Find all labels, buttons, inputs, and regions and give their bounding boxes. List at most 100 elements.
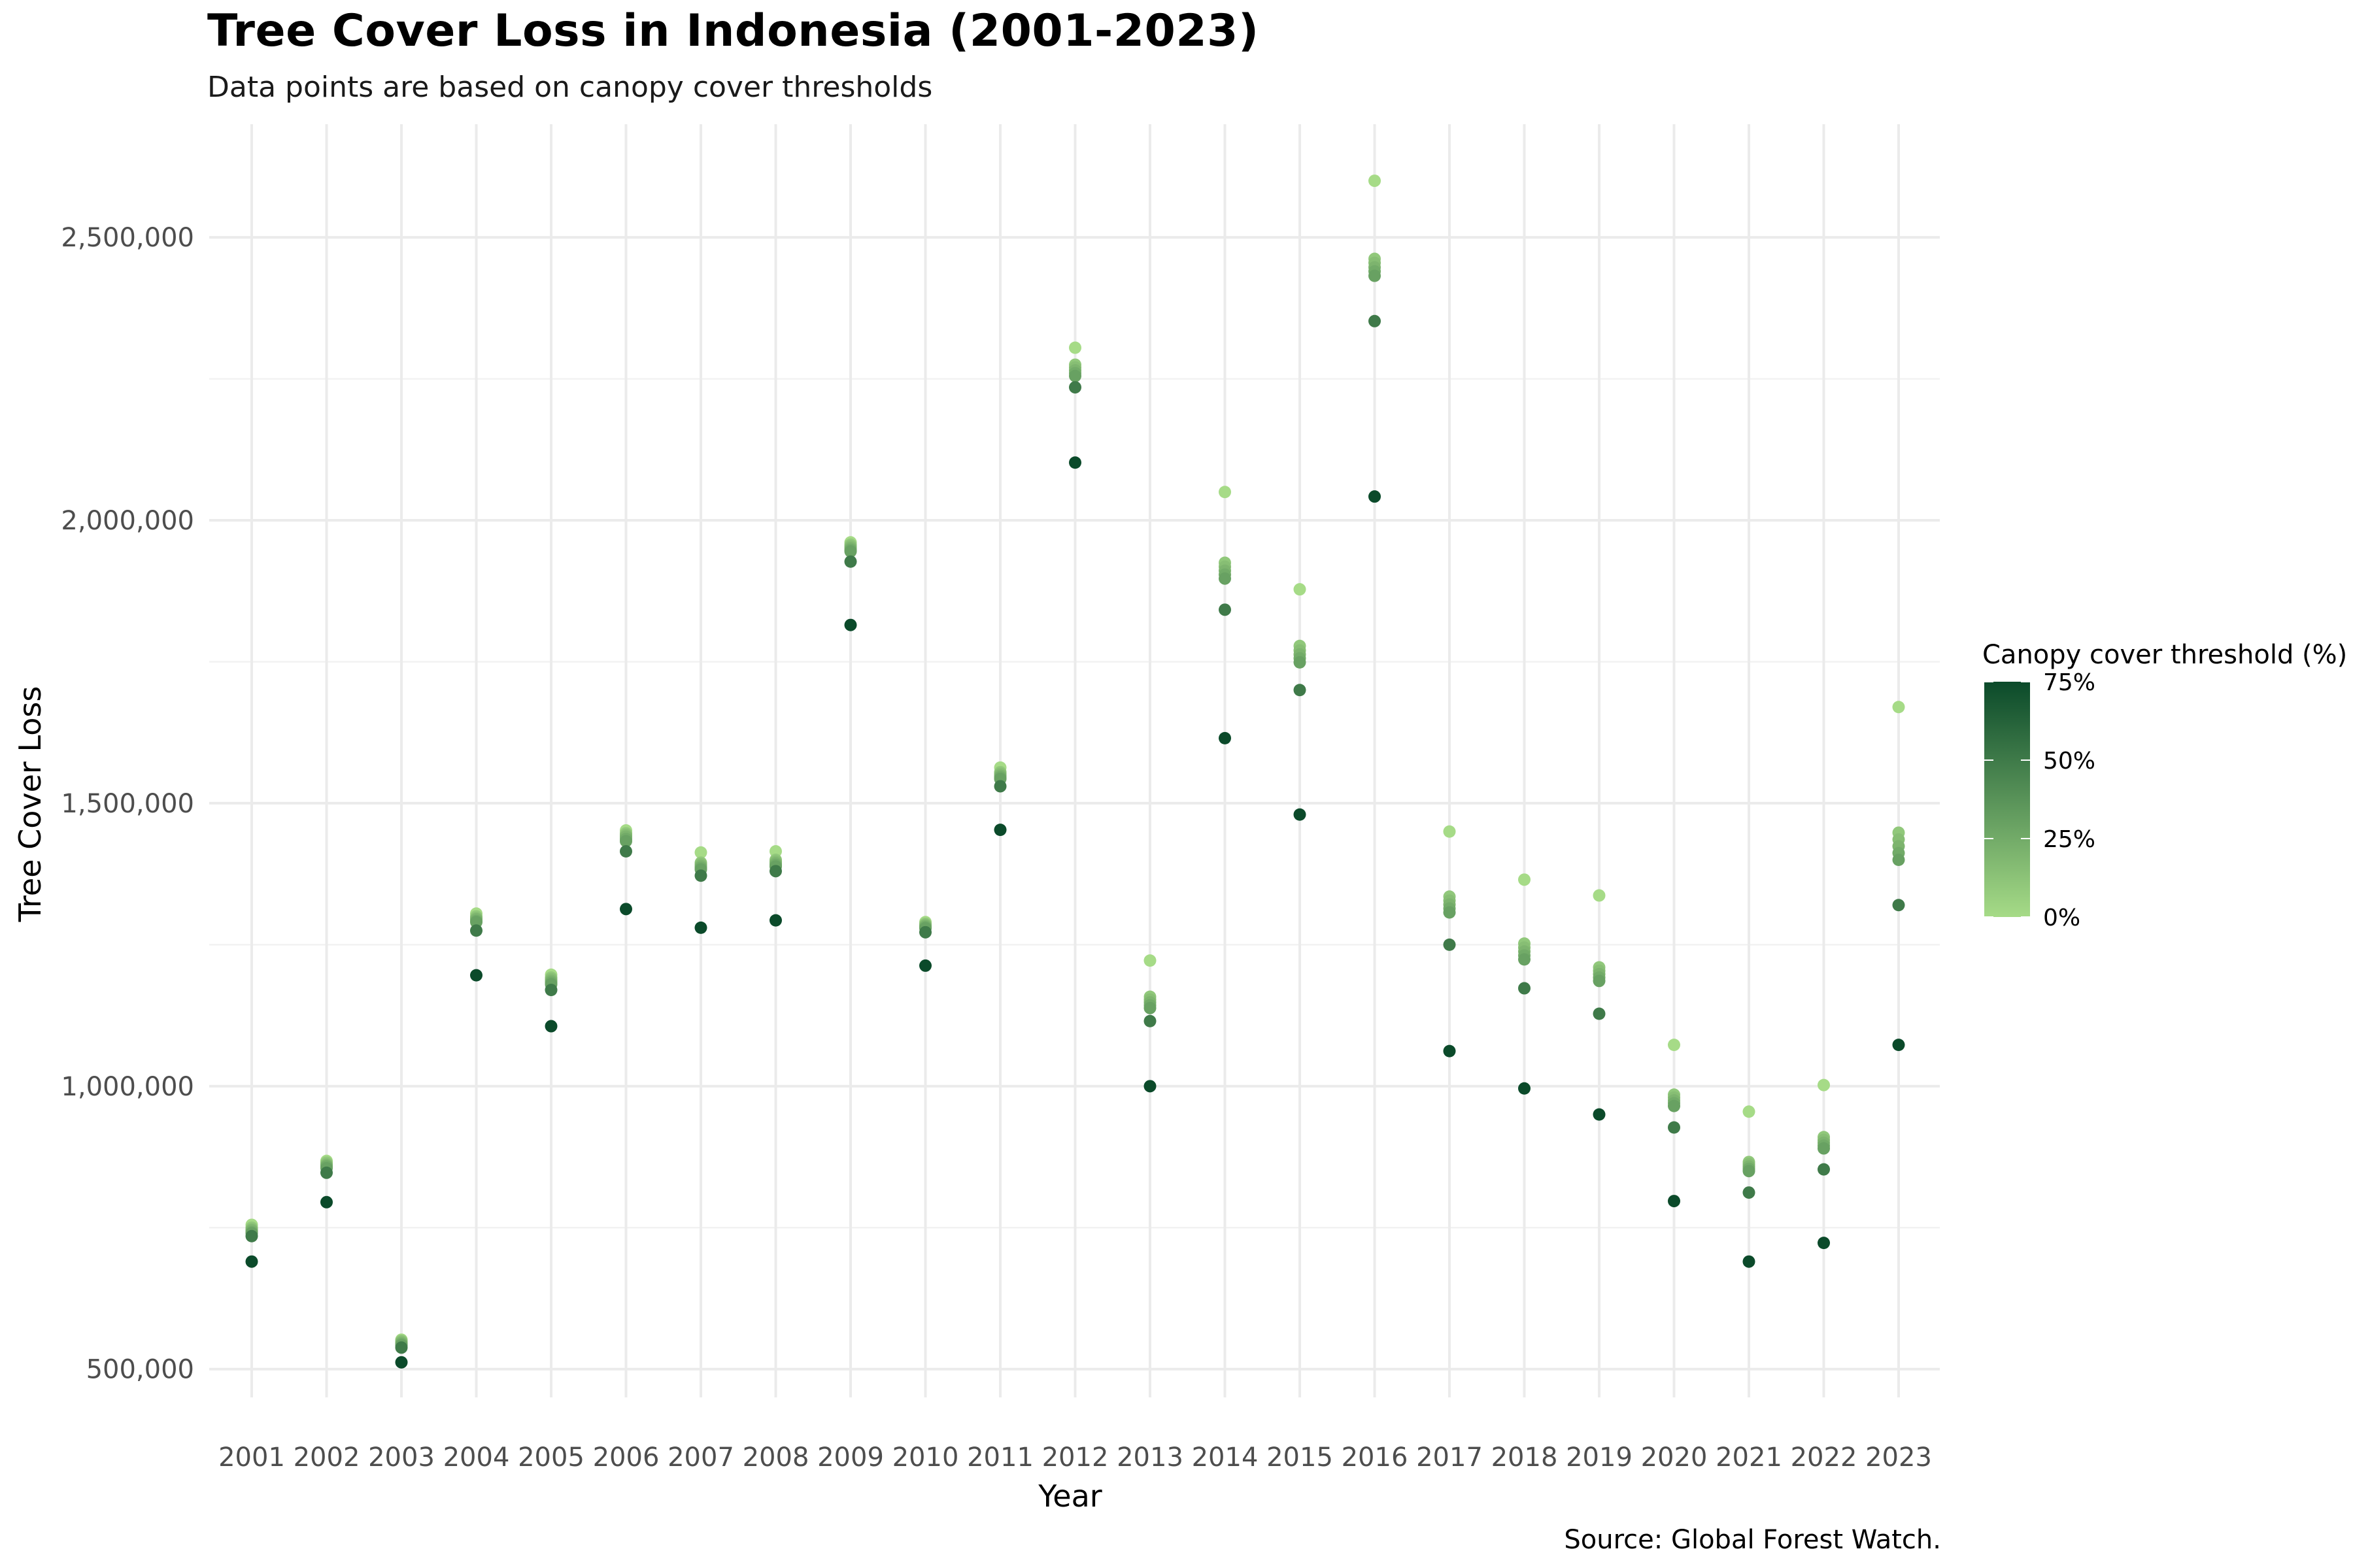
data-point <box>1892 701 1905 714</box>
legend-label: 0% <box>2043 905 2080 931</box>
x-axis-title: Year <box>1038 1478 1102 1514</box>
x-tick-label: 2017 <box>1416 1443 1483 1473</box>
data-point <box>1368 175 1381 188</box>
chart-title: Tree Cover Loss in Indonesia (2001-2023) <box>207 5 1259 57</box>
data-point <box>1668 1121 1680 1134</box>
data-point <box>1892 899 1905 912</box>
data-points <box>245 175 1905 1369</box>
data-point <box>1443 906 1456 919</box>
data-point <box>1293 808 1306 821</box>
data-point <box>1892 1039 1905 1052</box>
axes: Year Tree Cover Loss <box>12 686 1102 1514</box>
x-tick-label: 2020 <box>1641 1443 1708 1473</box>
chart-subtitle: Data points are based on canopy cover th… <box>207 71 933 104</box>
x-tick-label: 2011 <box>967 1443 1034 1473</box>
x-tick-label: 2002 <box>294 1443 360 1473</box>
x-tick-label: 2004 <box>443 1443 510 1473</box>
x-tick-label: 2005 <box>518 1443 584 1473</box>
x-tick-label: 2008 <box>743 1443 809 1473</box>
x-tick-label: 2003 <box>368 1443 435 1473</box>
data-point <box>620 845 632 858</box>
y-axis-title: Tree Cover Loss <box>12 686 48 923</box>
data-point <box>395 1341 408 1354</box>
data-point <box>1143 1080 1157 1093</box>
data-point <box>844 555 857 568</box>
data-point <box>1593 1108 1606 1121</box>
data-point <box>1593 975 1606 988</box>
data-point <box>1443 1044 1456 1058</box>
data-point <box>1219 731 1231 744</box>
data-point <box>470 969 482 982</box>
data-point <box>1368 314 1381 327</box>
data-point <box>1443 938 1456 951</box>
legend-label: 25% <box>2043 826 2095 853</box>
data-point <box>245 1255 258 1268</box>
data-point <box>545 1020 558 1033</box>
data-point <box>919 959 932 972</box>
y-tick-label: 500,000 <box>86 1355 194 1385</box>
legend-label: 50% <box>2043 748 2095 775</box>
data-point <box>1593 1007 1606 1020</box>
data-point <box>1143 1014 1157 1027</box>
y-tick-label: 2,000,000 <box>61 506 194 536</box>
data-point <box>1518 873 1531 886</box>
x-tick-label: 2012 <box>1042 1443 1109 1473</box>
legend-colorbar <box>1984 682 2030 917</box>
data-point <box>1293 684 1306 697</box>
chart-caption: Source: Global Forest Watch. <box>1564 1525 1941 1555</box>
data-point <box>770 914 782 927</box>
x-tick-label: 2021 <box>1716 1443 1782 1473</box>
data-point <box>1443 825 1456 838</box>
data-point <box>245 1229 258 1243</box>
x-tick-label: 2007 <box>668 1443 734 1473</box>
data-point <box>1219 572 1231 585</box>
x-tick-label: 2018 <box>1491 1443 1558 1473</box>
x-tick-label: 2014 <box>1192 1443 1259 1473</box>
data-point <box>1368 490 1381 503</box>
data-point <box>1518 1082 1531 1095</box>
x-tick-label: 2006 <box>593 1443 660 1473</box>
data-point <box>1293 656 1306 669</box>
data-point <box>770 845 782 858</box>
data-point <box>1368 269 1381 282</box>
legend: Canopy cover threshold (%) 75% 50% 25% 0% <box>1982 640 2347 931</box>
y-tick-label: 2,500,000 <box>61 223 194 253</box>
data-point <box>994 780 1007 793</box>
x-tick-label: 2022 <box>1791 1443 1857 1473</box>
data-point <box>1219 486 1231 499</box>
legend-title: Canopy cover threshold (%) <box>1982 640 2347 670</box>
data-point <box>1668 1099 1680 1112</box>
data-point <box>320 1195 333 1209</box>
x-tick-label: 2019 <box>1566 1443 1633 1473</box>
x-tick-label: 2009 <box>817 1443 884 1473</box>
data-point <box>1892 854 1905 867</box>
x-tick-label: 2013 <box>1117 1443 1183 1473</box>
data-point <box>1069 369 1081 382</box>
data-point <box>1818 1237 1830 1250</box>
data-point <box>1668 1195 1680 1208</box>
data-point <box>919 926 932 939</box>
data-point <box>1143 1001 1157 1014</box>
data-point <box>694 869 707 882</box>
data-point <box>994 824 1007 837</box>
data-point <box>545 984 558 997</box>
data-point <box>1518 982 1531 995</box>
x-tick-label: 2015 <box>1266 1443 1333 1473</box>
data-point <box>1818 1163 1830 1176</box>
data-point <box>1668 1039 1680 1052</box>
data-point <box>1818 1078 1830 1092</box>
data-point <box>1742 1105 1755 1118</box>
y-tick-label: 1,500,000 <box>61 789 194 819</box>
data-point <box>694 846 707 859</box>
data-point <box>395 1356 408 1369</box>
data-point <box>694 921 707 934</box>
data-point <box>620 835 632 848</box>
data-point <box>1742 1165 1755 1178</box>
data-point <box>1069 381 1081 394</box>
data-point <box>470 924 482 937</box>
data-point <box>1742 1255 1755 1268</box>
data-point <box>1818 1142 1830 1155</box>
data-point <box>844 545 857 558</box>
x-tick-label: 2023 <box>1865 1443 1932 1473</box>
